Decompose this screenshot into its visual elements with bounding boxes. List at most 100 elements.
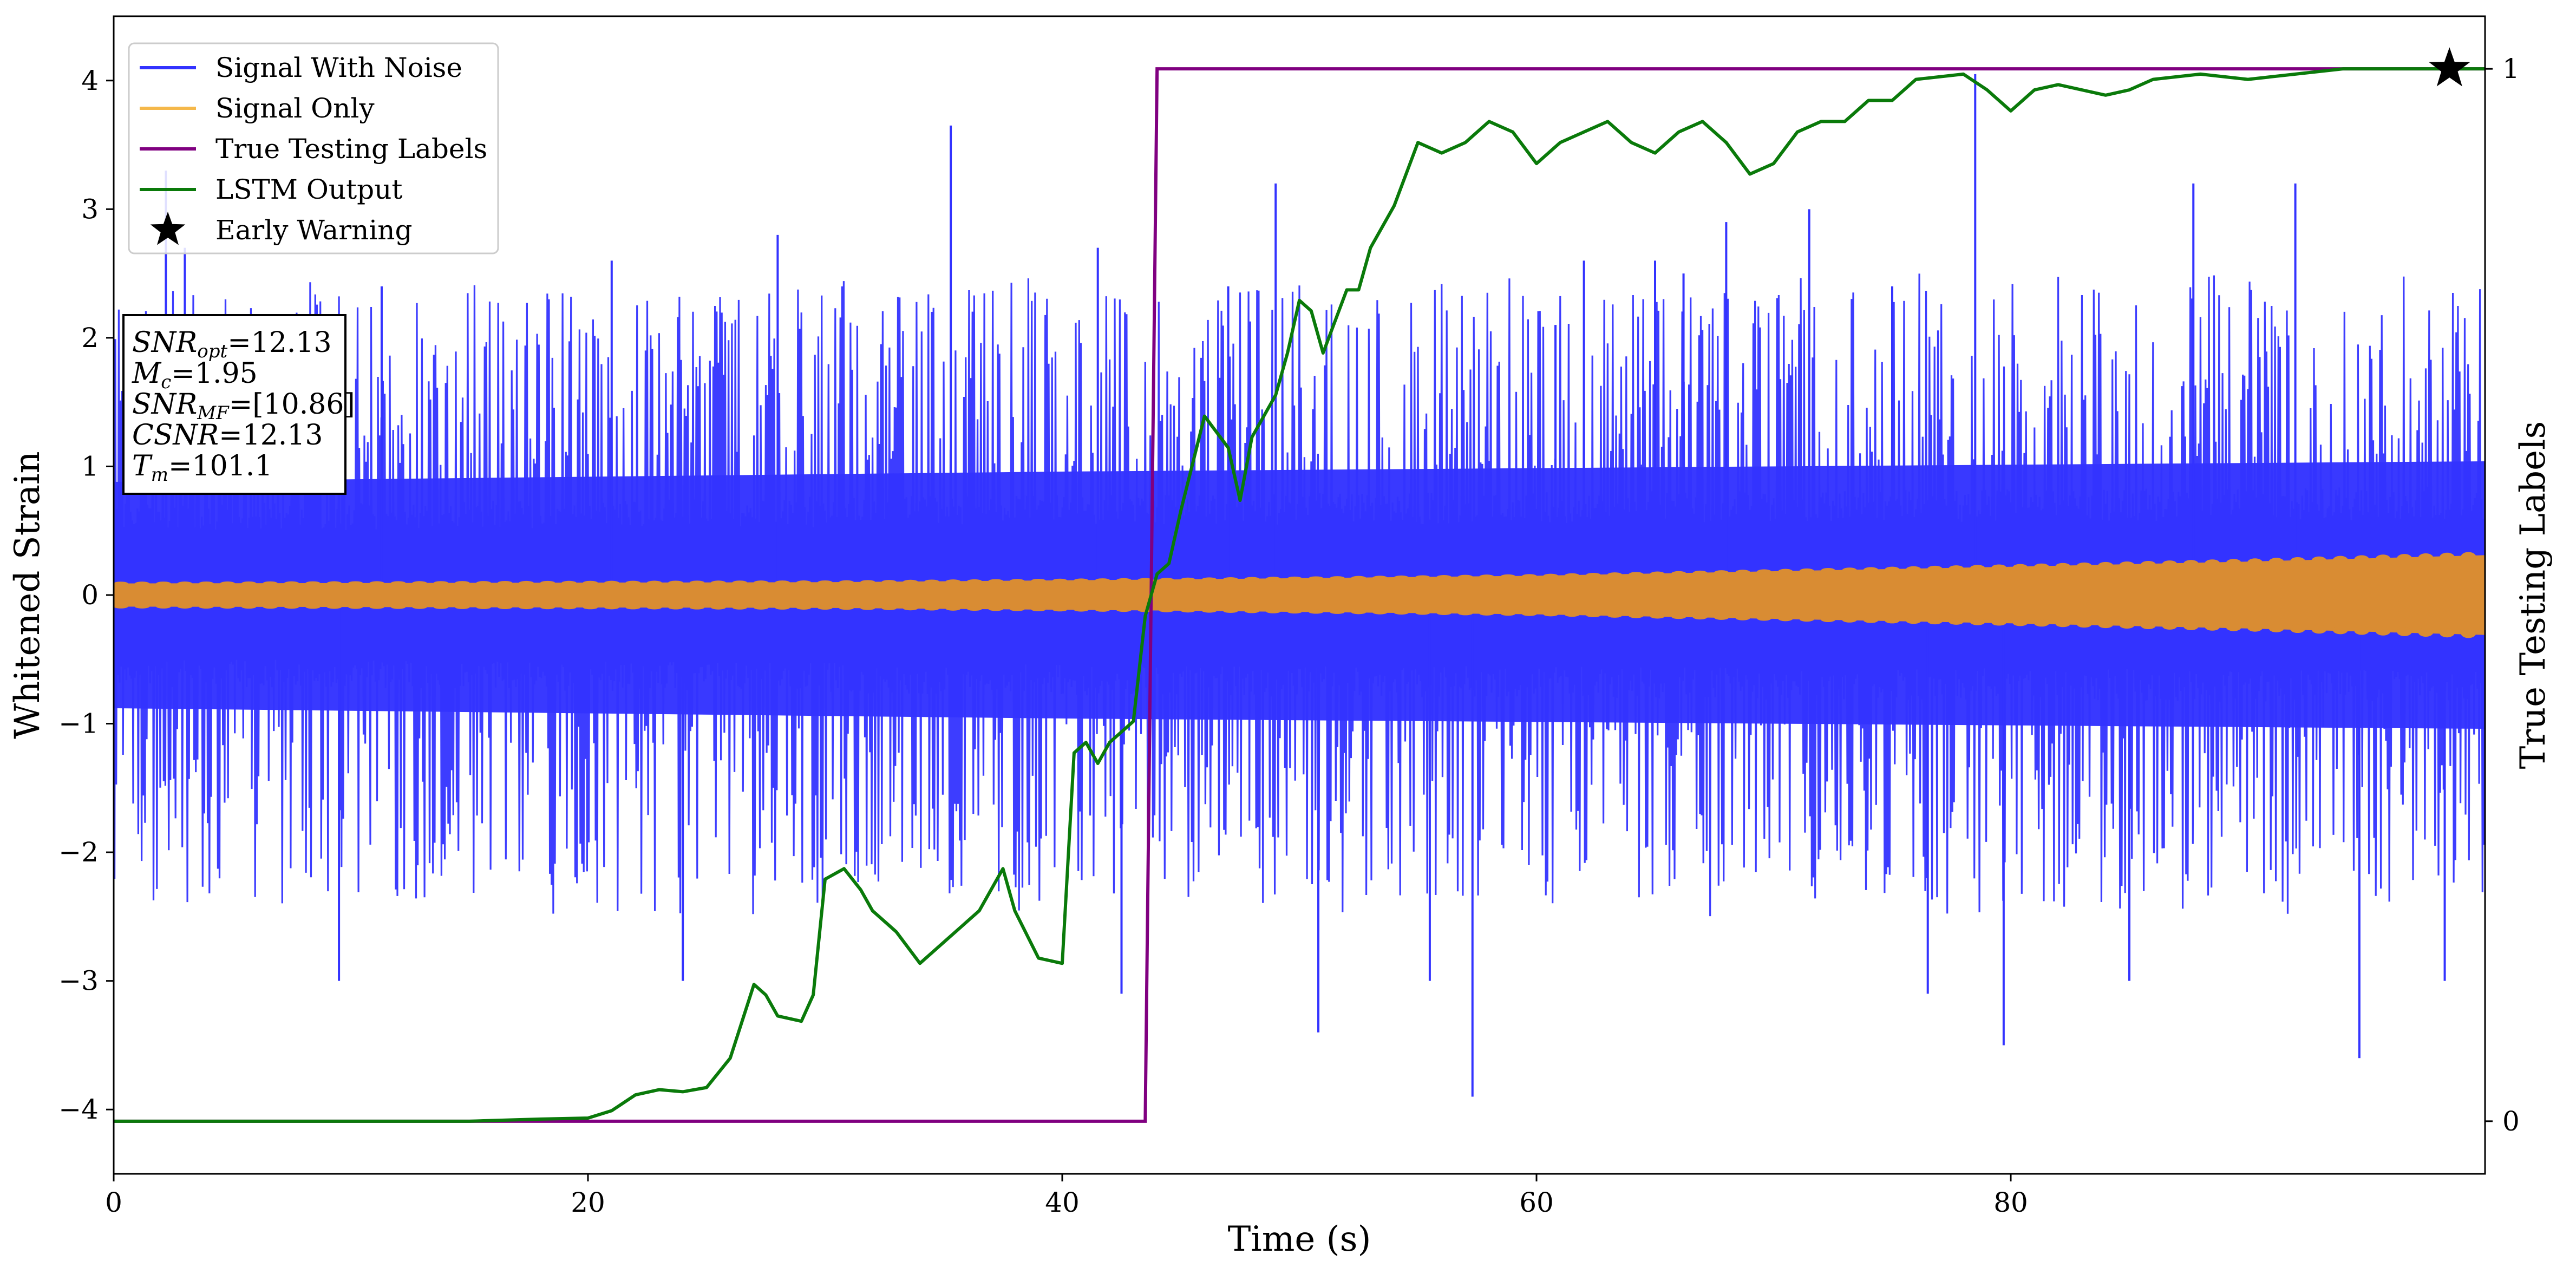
signal-lobe-top [1180, 577, 1196, 582]
signal-lobe-bottom [412, 604, 428, 609]
signal-lobe-top [1372, 576, 1388, 580]
legend: Signal With Noise Signal Only True Testing… [128, 42, 499, 254]
signal-lobe-bottom [497, 605, 513, 610]
signal-lobe-bottom [114, 604, 129, 609]
signal-lobe-top [1330, 576, 1345, 581]
signal-lobe-top [710, 580, 726, 585]
x-tick-label: 60 [1519, 1187, 1554, 1218]
annotation-value: =[10.86] [229, 388, 355, 421]
signal-lobe-bottom [1351, 610, 1367, 615]
signal-lobe-top [2012, 564, 2028, 571]
signal-lobe-bottom [369, 604, 385, 609]
signal-lobe-bottom [1607, 612, 1623, 618]
annotation-symbol: M [132, 357, 162, 390]
signal-lobe-top [1927, 565, 1943, 572]
annotation-value: =12.13 [227, 326, 331, 359]
signal-lobe-bottom [1949, 618, 1964, 625]
signal-lobe-top [1394, 575, 1409, 580]
annotation-line: Tm=101.1 [132, 450, 272, 486]
annotation-line: SNRopt=12.13 [132, 326, 332, 362]
signal-lobe-top [1265, 577, 1281, 582]
annotation-symbol: CSNR [132, 419, 219, 452]
signal-lobe-top [305, 581, 321, 586]
annotation-value: =101.1 [168, 450, 272, 482]
signal-lobe-top [1735, 570, 1751, 576]
signal-lobe-top [412, 581, 428, 586]
signal-lobe-bottom [2162, 622, 2178, 630]
y2-axis-label: True Testing Labels [2513, 421, 2553, 769]
signal-lobe-bottom [988, 606, 1004, 611]
signal-lobe-top [2226, 559, 2241, 567]
annotation-frame [122, 314, 346, 495]
signal-lobe-top [2076, 562, 2092, 570]
signal-lobe-top [390, 581, 406, 586]
signal-lobe-top [1692, 570, 1708, 576]
x-tick-label: 0 [105, 1187, 122, 1218]
signal-lobe-top [1799, 568, 1815, 574]
signal-lobe-top [1650, 571, 1665, 577]
signal-lobe-bottom [2268, 624, 2284, 632]
y-tick-label: −4 [58, 1094, 99, 1125]
signal-lobe-top [2162, 560, 2178, 569]
signal-lobe-bottom [2205, 623, 2220, 631]
y-tick-label: 4 [81, 65, 99, 96]
lstm-line [114, 67, 2485, 1123]
signal-lobe-bottom [326, 604, 342, 609]
signal-lobe-bottom [945, 606, 961, 611]
signal-lobe-top [2418, 553, 2434, 563]
signal-lobe-bottom [1330, 609, 1345, 614]
annotation-value: =12.13 [219, 419, 323, 452]
signal-lobe-top [2290, 557, 2305, 566]
signal-lobe-bottom [2375, 626, 2391, 636]
signal-lobe-top [1222, 577, 1238, 582]
signal-lobe-bottom [2098, 620, 2114, 629]
signal-lobe-bottom [177, 604, 193, 609]
signal-lobe-top [369, 581, 385, 586]
signal-lobe-top [1052, 578, 1068, 583]
signal-lobe-top [2332, 556, 2348, 565]
signal-lobe-bottom [732, 605, 748, 610]
signal-lobe-top [945, 579, 961, 584]
y-tick-label: 0 [81, 579, 99, 611]
signal-lobe-top [1949, 565, 1964, 572]
signal-lobe-bottom [668, 605, 684, 610]
legend-box [128, 42, 499, 254]
signal-lobe-bottom [1308, 609, 1324, 614]
signal-lobe-top [966, 579, 982, 584]
signal-lobe-top [604, 580, 619, 585]
signal-lobe-bottom [1777, 615, 1793, 622]
signal-lobe-bottom [1991, 619, 2007, 626]
annotation-line: CSNR=12.13 [132, 419, 323, 452]
annotation-symbol: SNR [132, 326, 197, 359]
signal-lobe-bottom [1500, 611, 1516, 616]
signal-lobe-bottom [476, 604, 492, 609]
signal-lobe-bottom [454, 604, 470, 609]
signal-lobe-top [1074, 578, 1089, 583]
signal-lobe-top [860, 580, 875, 585]
annotation-symbol: T [132, 450, 153, 482]
signal-lobe-top [2119, 561, 2135, 569]
signal-lobe-bottom [1586, 612, 1601, 618]
signal-lobe-bottom [860, 605, 875, 610]
signal-envelope [114, 555, 2485, 635]
signal-lobe-bottom [2034, 619, 2049, 627]
signal-lobe-top [2439, 552, 2455, 563]
signal-lobe-top [263, 581, 278, 586]
signal-lobe-bottom [1628, 613, 1644, 618]
signal-lobe-bottom [1137, 607, 1153, 612]
annotation-value: =1.95 [171, 357, 257, 390]
signal-lobe-top [2354, 555, 2370, 564]
signal-lobe-top [2055, 563, 2071, 570]
signal-lobe-bottom [433, 604, 449, 609]
signal-lobe-top [646, 580, 662, 585]
signal-lobe-bottom [134, 604, 150, 609]
signal-lobe-top [1628, 572, 1644, 577]
signal-lobe-bottom [198, 604, 214, 609]
signal-lobe-top [2375, 554, 2391, 564]
signal-lobe-top [1009, 579, 1025, 584]
signal-lobe-top [625, 580, 641, 585]
signal-lobe-top [284, 581, 299, 586]
y-axis-label: Whitened Strain [8, 451, 48, 739]
signal-lobe-top [796, 580, 812, 585]
signal-lobe-bottom [2439, 628, 2455, 638]
